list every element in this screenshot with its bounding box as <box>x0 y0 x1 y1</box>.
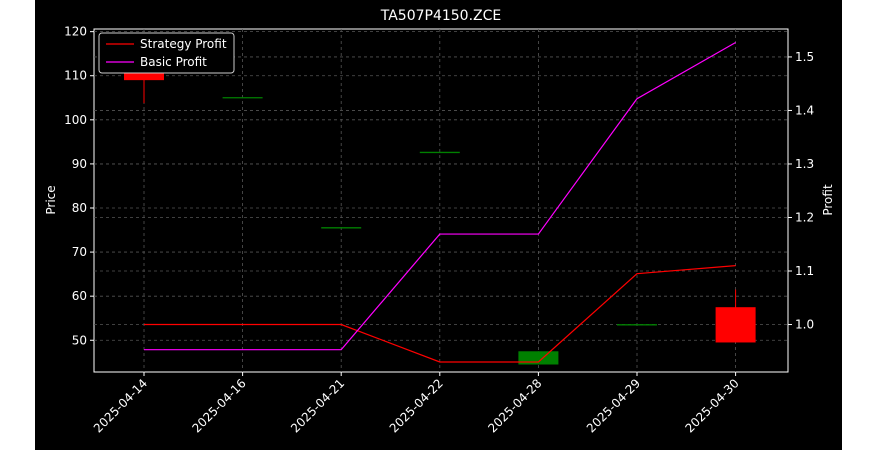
y-tick-label: 70 <box>72 245 87 259</box>
profit-series <box>144 41 736 363</box>
y-tick-label: 110 <box>64 69 87 83</box>
y2-axis-label: Profit <box>821 184 835 216</box>
y2-tick-label: 1.2 <box>795 210 814 224</box>
figure-background <box>35 0 842 450</box>
y-tick-label: 60 <box>72 289 87 303</box>
series-line-basic-profit <box>144 41 736 351</box>
y-tick-label: 90 <box>72 157 87 171</box>
candle-body <box>518 351 559 365</box>
y-tick-label: 80 <box>72 201 87 215</box>
y-tick-label: 100 <box>64 113 87 127</box>
y2-tick-label: 1.4 <box>795 103 814 117</box>
legend-box <box>98 32 235 74</box>
legend-label-strategy-profit: Strategy Profit <box>140 37 227 51</box>
y2-tick-label: 1.0 <box>795 318 814 332</box>
candle <box>715 289 756 343</box>
plot-frame <box>93 28 789 373</box>
y2-tick-label: 1.1 <box>795 264 814 278</box>
legend: Strategy Profit Basic Profit <box>98 32 235 74</box>
y2-tick-label: 1.3 <box>795 157 814 171</box>
y-axis-label: Price <box>44 185 58 214</box>
y-tick-label: 50 <box>72 333 87 347</box>
y-tick-label: 120 <box>64 25 87 39</box>
chart-title: TA507P4150.ZCE <box>380 8 502 24</box>
legend-label-basic-profit: Basic Profit <box>140 55 207 69</box>
candle-body <box>715 307 756 343</box>
series-line-strategy-profit <box>144 265 736 363</box>
y2-tick-label: 1.5 <box>795 50 814 64</box>
